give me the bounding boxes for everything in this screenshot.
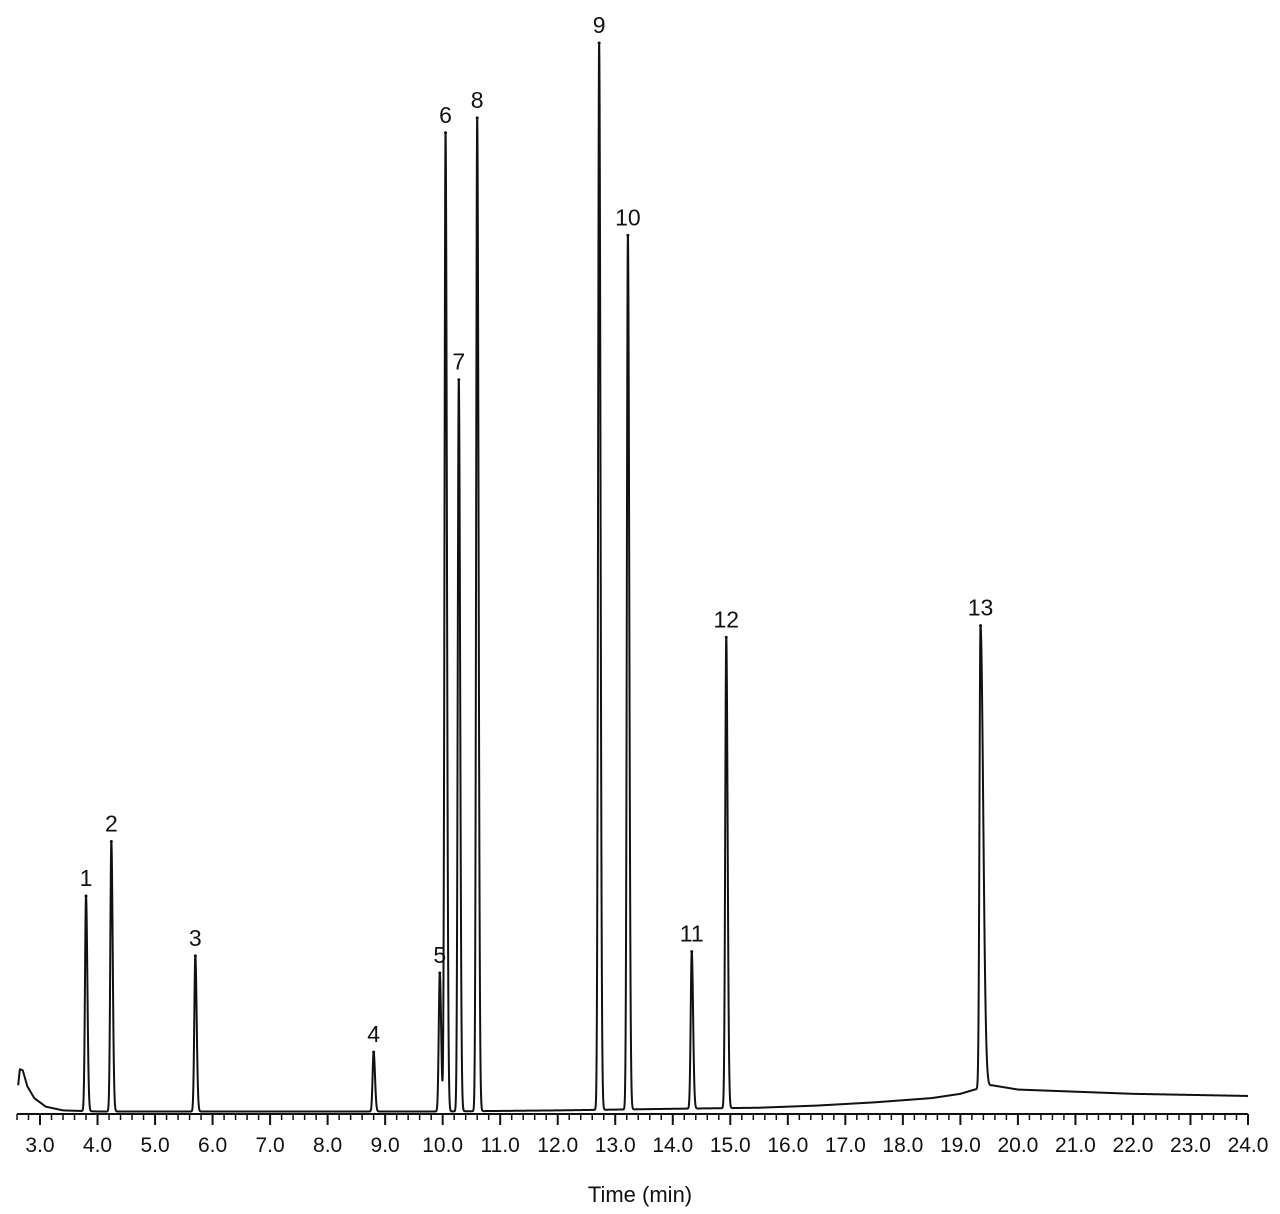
peak-label-3: 3 [189, 925, 202, 951]
x-tick-label: 4.0 [83, 1134, 112, 1157]
x-tick-label: 21.0 [1055, 1134, 1096, 1157]
x-tick-label: 13.0 [595, 1134, 636, 1157]
peak-11-apex [690, 950, 694, 954]
peak-8-apex [475, 116, 479, 120]
peak-label-9: 9 [593, 12, 606, 38]
x-tick-label: 23.0 [1170, 1134, 1211, 1157]
peak-1-apex [84, 894, 88, 898]
trace-group [17, 41, 1249, 1113]
peak-label-5: 5 [433, 942, 446, 968]
peak-7-apex [457, 378, 461, 382]
peak-10-apex [626, 233, 630, 237]
x-tick-label: 15.0 [710, 1134, 751, 1157]
peak-label-12: 12 [713, 606, 739, 632]
x-tick-label: 9.0 [371, 1134, 400, 1157]
x-tick-label: 22.0 [1113, 1134, 1154, 1157]
peak-9-apex [597, 41, 601, 45]
peak-2-apex [109, 840, 113, 844]
peak-4-apex [372, 1050, 376, 1054]
peak-12-apex [724, 635, 728, 639]
chromatogram-trace [17, 42, 1249, 1113]
x-tick-label: 3.0 [25, 1134, 54, 1157]
peak-6-apex [444, 131, 448, 135]
x-tick-label: 16.0 [767, 1134, 808, 1157]
x-tick-label: 14.0 [652, 1134, 693, 1157]
x-tick-label: 19.0 [940, 1134, 981, 1157]
x-axis: 3.0 4.0 5.0 6.0 7.0 8.0 9.0 10.0 11.0 12.0 13.0 14.… [16, 1113, 1269, 1157]
x-tick-label: 12.0 [537, 1134, 578, 1157]
peak-label-13: 13 [968, 595, 994, 621]
peak-label-6: 6 [439, 102, 452, 128]
peak-label-2: 2 [105, 811, 118, 837]
x-tick-label: 10.0 [422, 1134, 463, 1157]
x-tick-label: 6.0 [198, 1134, 227, 1157]
x-tick-label: 5.0 [140, 1134, 169, 1157]
x-tick-label: 20.0 [997, 1134, 1038, 1157]
x-axis-title: Time (min) [588, 1182, 692, 1207]
x-tick-label: 17.0 [825, 1134, 866, 1157]
x-tick-label: 7.0 [256, 1134, 285, 1157]
x-tick-label: 24.0 [1228, 1134, 1269, 1157]
x-tick-label: 8.0 [313, 1134, 342, 1157]
x-tick-label: 11.0 [481, 1134, 520, 1157]
x-tick-label: 18.0 [882, 1134, 923, 1157]
peak-label-4: 4 [367, 1021, 380, 1047]
peak-label-7: 7 [452, 349, 465, 375]
peak-label-11: 11 [680, 921, 704, 947]
peak-label-8: 8 [471, 87, 484, 113]
peak-13-apex [979, 624, 983, 628]
peak-label-1: 1 [80, 865, 93, 891]
peak-3-apex [193, 954, 197, 958]
peak-label-10: 10 [615, 204, 641, 230]
peak-5-apex [438, 971, 442, 975]
